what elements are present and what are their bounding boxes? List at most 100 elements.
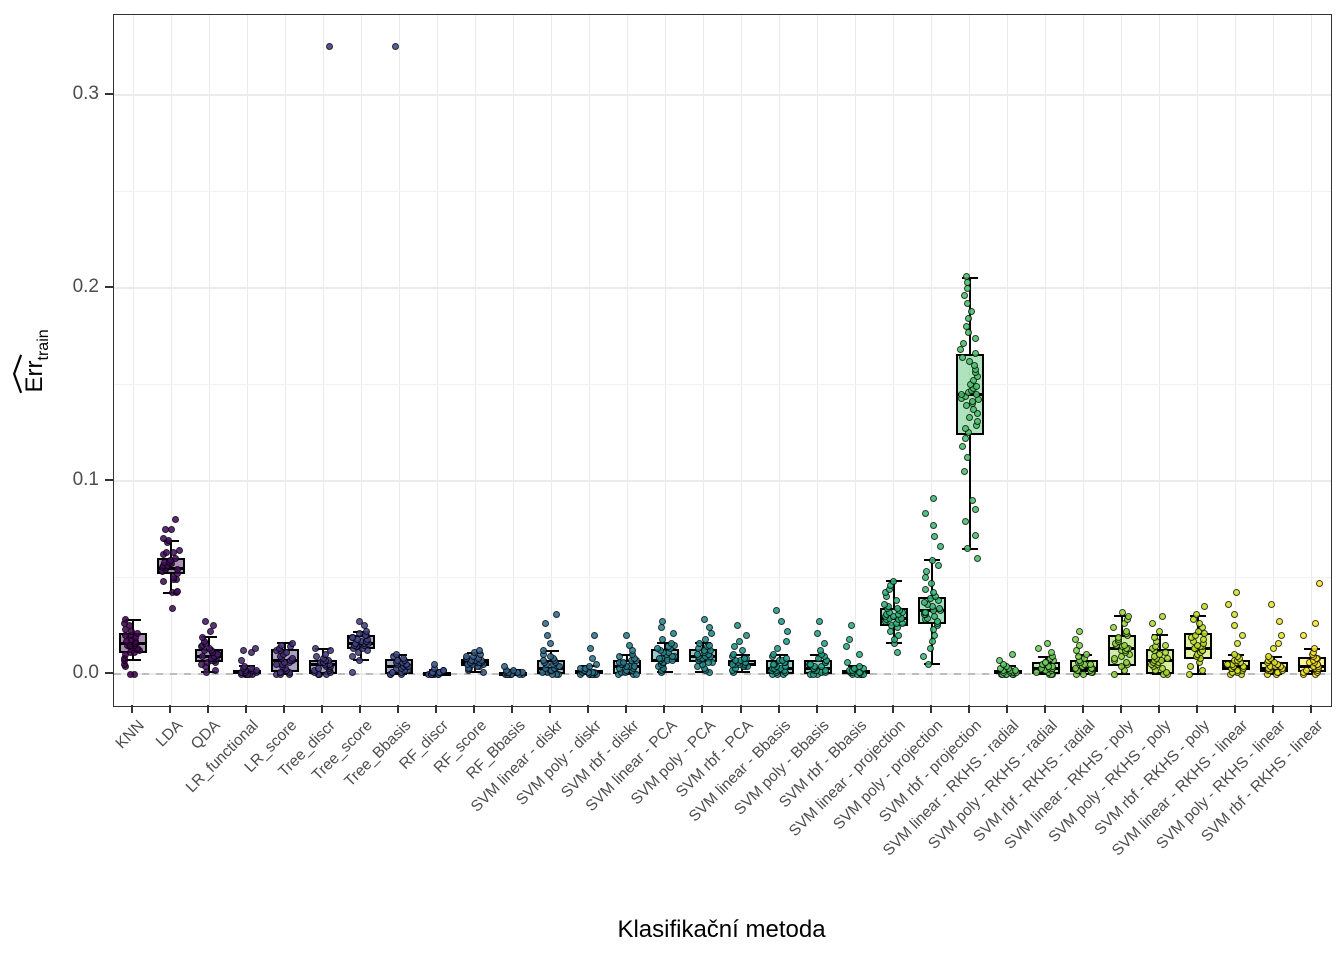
whisker-cap-lower xyxy=(315,673,332,675)
jitter-point xyxy=(174,587,181,595)
horizontal-major-gridline xyxy=(114,480,1331,482)
x-tick-mark xyxy=(1157,705,1160,713)
jitter-point xyxy=(922,568,930,576)
jitter-point xyxy=(348,633,356,641)
jitter-point xyxy=(1079,670,1087,678)
vertical-gridline xyxy=(664,15,666,706)
vertical-gridline xyxy=(626,15,628,706)
jitter-point xyxy=(313,653,321,661)
x-tick-mark xyxy=(283,705,286,713)
jitter-point xyxy=(893,597,901,605)
horizontal-major-gridline xyxy=(114,94,1331,96)
jitter-point xyxy=(163,548,171,556)
jitter-point xyxy=(821,666,829,674)
jitter-point xyxy=(972,390,980,398)
vertical-gridline xyxy=(1235,15,1237,706)
jitter-point xyxy=(668,639,676,647)
jitter-point xyxy=(707,629,715,637)
whisker-cap-upper xyxy=(733,653,750,656)
whisker-lower xyxy=(1196,658,1199,674)
jitter-point xyxy=(1115,633,1123,641)
jitter-point xyxy=(996,656,1004,664)
jitter-point xyxy=(171,516,179,524)
x-tick-mark xyxy=(511,705,514,713)
jitter-point xyxy=(1122,628,1130,636)
whisker-cap-lower xyxy=(657,671,674,674)
jitter-point xyxy=(927,645,935,653)
jitter-point xyxy=(730,643,738,651)
jitter-point xyxy=(881,589,889,597)
y-axis-title: Errtrain xyxy=(12,296,53,426)
jitter-point xyxy=(326,43,334,51)
jitter-point xyxy=(1041,658,1049,666)
whisker-cap-upper xyxy=(695,642,712,645)
jitter-point xyxy=(431,660,439,668)
vertical-gridline xyxy=(1273,15,1275,706)
jitter-point xyxy=(1225,601,1233,609)
whisker-cap-upper xyxy=(809,653,826,656)
jitter-point xyxy=(1082,651,1090,659)
jitter-point xyxy=(1231,622,1239,630)
jitter-point xyxy=(1148,620,1156,628)
jitter-point xyxy=(543,631,551,639)
x-tick-mark xyxy=(891,705,894,713)
x-tick-mark xyxy=(359,705,362,713)
jitter-point xyxy=(931,533,939,541)
jitter-point xyxy=(476,647,483,655)
jitter-point xyxy=(695,639,703,647)
jitter-point xyxy=(311,645,319,653)
x-tick-mark xyxy=(131,705,134,713)
jitter-point xyxy=(1164,655,1172,663)
whisker-upper xyxy=(626,654,629,661)
jitter-point xyxy=(816,618,824,626)
whisker-cap-upper xyxy=(543,649,560,652)
x-tick-mark xyxy=(1309,705,1312,713)
jitter-point xyxy=(240,662,248,670)
y-tick-label: 0.3 xyxy=(72,83,99,104)
vertical-gridline xyxy=(550,15,552,706)
jitter-point xyxy=(924,660,932,668)
horizontal-major-gridline xyxy=(114,287,1331,289)
jitter-point xyxy=(1311,645,1319,653)
x-tick-mark xyxy=(587,705,590,713)
jitter-point xyxy=(1118,608,1126,616)
y-tick-mark xyxy=(105,479,113,481)
jitter-point xyxy=(783,655,791,663)
jitter-point xyxy=(1231,651,1239,659)
jitter-point xyxy=(773,606,781,614)
x-tick-mark xyxy=(625,705,628,713)
boxplot-median xyxy=(157,567,186,571)
jitter-point xyxy=(974,417,982,425)
jitter-point xyxy=(965,328,973,336)
jitter-point xyxy=(969,377,977,385)
jitter-point xyxy=(894,649,902,657)
jitter-point xyxy=(921,585,929,593)
jitter-point xyxy=(971,361,979,369)
jitter-point xyxy=(1158,612,1166,620)
y-tick-mark xyxy=(105,93,113,95)
jitter-point xyxy=(736,637,744,645)
jitter-point xyxy=(388,668,396,676)
jitter-point xyxy=(742,631,750,639)
x-tick-mark xyxy=(1271,705,1274,713)
jitter-point xyxy=(855,662,863,670)
jitter-point xyxy=(706,624,714,632)
jitter-point xyxy=(921,608,929,616)
jitter-point xyxy=(247,664,255,672)
jitter-point xyxy=(1121,641,1129,649)
jitter-point xyxy=(1111,670,1119,678)
jitter-point xyxy=(168,604,176,612)
jitter-point xyxy=(784,628,792,636)
whisker-cap-upper xyxy=(315,647,332,650)
jitter-point xyxy=(963,323,971,331)
jitter-point xyxy=(962,425,970,433)
jitter-point xyxy=(959,340,967,348)
jitter-point xyxy=(1074,653,1082,661)
zero-reference-line xyxy=(114,673,1331,675)
vertical-gridline xyxy=(1311,15,1313,706)
jitter-point xyxy=(963,299,971,307)
jitter-point xyxy=(1124,612,1132,620)
jitter-point xyxy=(625,641,633,649)
whisker-cap-lower xyxy=(277,673,294,675)
